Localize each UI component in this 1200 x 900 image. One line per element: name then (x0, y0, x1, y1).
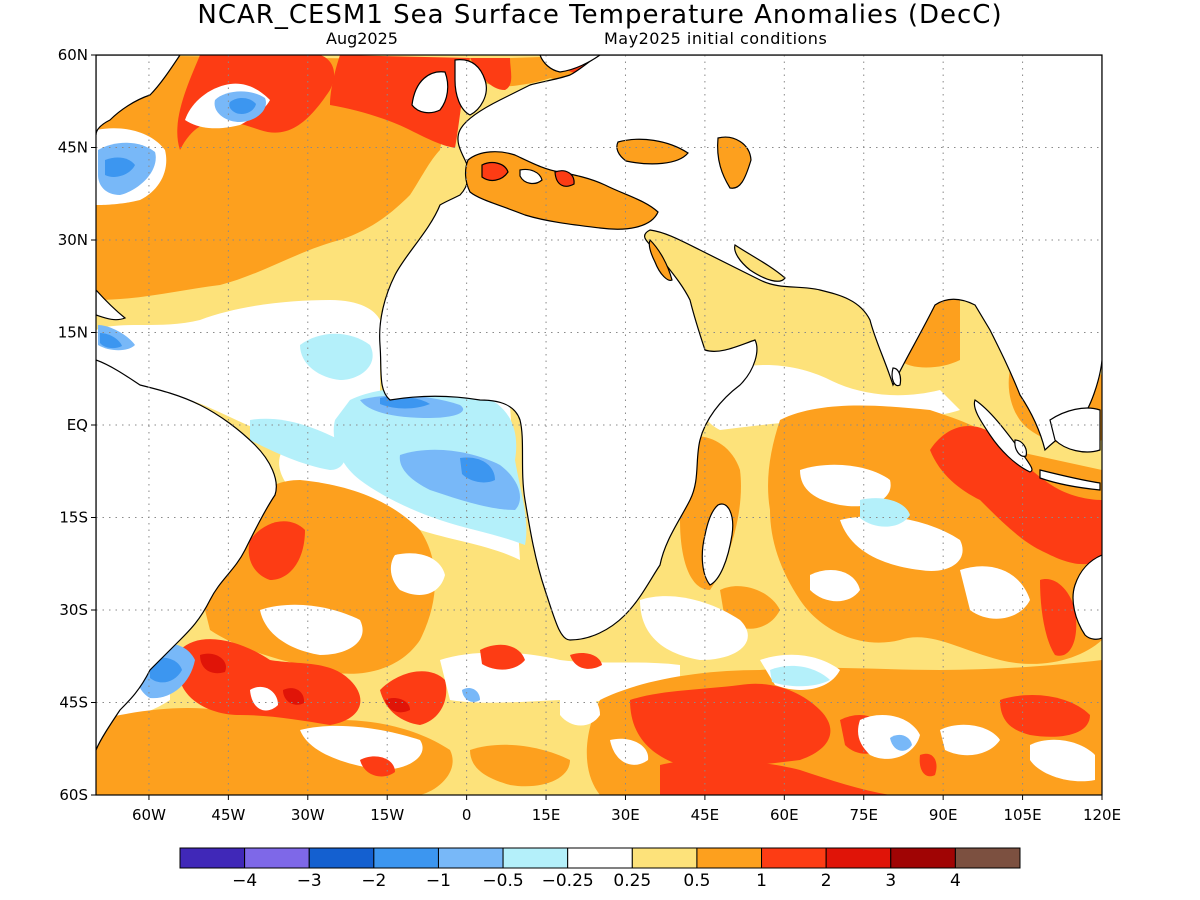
initial-conditions: May2025 initial conditions (604, 29, 828, 48)
lon-tick-label: 75E (849, 806, 878, 824)
inland-seas (464, 136, 786, 282)
colorbar-label: −0.5 (482, 871, 523, 891)
colorbar-swatch (696, 847, 763, 869)
colorbar-swatch (502, 847, 569, 869)
colorbar-swatch (825, 847, 892, 869)
colorbar-label: 1 (756, 871, 767, 891)
lon-tick-label: 30E (611, 806, 640, 824)
colorbar-swatch (954, 847, 1021, 869)
colorbar-label: −0.25 (542, 871, 594, 891)
forecast-month: Aug2025 (326, 29, 398, 48)
lon-tick-label: 120E (1083, 806, 1121, 824)
lat-tick-label: EQ (67, 416, 88, 434)
lat-tick-label: 45N (58, 139, 88, 157)
colorbar-swatch (437, 847, 504, 869)
australia-coast (1072, 554, 1102, 640)
colorbar: −4 −3 −2 −1 −0.5 −0.25 0.25 0.5 1 2 3 4 (179, 847, 1021, 891)
colorbar-swatch (631, 847, 698, 869)
lon-tick-label: 60W (132, 806, 166, 824)
lon-tick-label: 30W (291, 806, 325, 824)
colorbar-label: −2 (361, 871, 386, 891)
longitude-axis: 60W 45W 30W 15W 0 15E 30E 45E 60E 75E 90E 105E 120E (132, 795, 1121, 824)
lon-tick-label: 45W (211, 806, 245, 824)
colorbar-swatch (244, 847, 310, 869)
lat-tick-label: 30N (58, 231, 88, 249)
lat-tick-label: 60N (58, 46, 88, 64)
colorbar-swatch (373, 847, 439, 869)
lat-tick-label: 45S (59, 694, 88, 712)
colorbar-swatch (179, 847, 246, 869)
maritime-continent-coast (973, 399, 1101, 491)
colorbar-label: −4 (232, 871, 257, 891)
colorbar-label: −3 (297, 871, 322, 891)
colorbar-label: 4 (950, 871, 961, 891)
map-title: NCAR_CESM1 Sea Surface Temperature Anoma… (197, 0, 1003, 30)
lat-tick-label: 15S (59, 509, 88, 527)
north-america-coast (96, 55, 181, 321)
lon-tick-label: 45E (691, 806, 720, 824)
sri-lanka-coast (891, 367, 902, 387)
colorbar-label: 3 (885, 871, 896, 891)
lon-tick-label: 15E (532, 806, 561, 824)
colorbar-swatch (890, 847, 956, 869)
lon-tick-label: 90E (929, 806, 958, 824)
lon-tick-label: 15W (370, 806, 404, 824)
colorbar-swatch (567, 847, 633, 869)
colorbar-swatch (761, 847, 827, 869)
europe-coast (411, 55, 602, 116)
colorbar-label: 2 (821, 871, 832, 891)
madagascar-coast (701, 503, 734, 586)
lat-tick-label: 60S (59, 786, 88, 804)
latitude-axis: 60N 45N 30N 15N EQ 15S 30S 45S 60S (58, 46, 96, 804)
lon-tick-label: 105E (1004, 806, 1042, 824)
colorbar-label: −1 (426, 871, 451, 891)
lon-tick-label: 0 (462, 806, 472, 824)
colorbar-label: 0.5 (683, 871, 710, 891)
colorbar-label: 0.25 (613, 871, 651, 891)
colorbar-swatch (308, 847, 375, 869)
south-america-coast (96, 359, 277, 751)
lon-tick-label: 60E (770, 806, 799, 824)
lat-tick-label: 15N (58, 324, 88, 342)
lat-tick-label: 30S (59, 601, 88, 619)
